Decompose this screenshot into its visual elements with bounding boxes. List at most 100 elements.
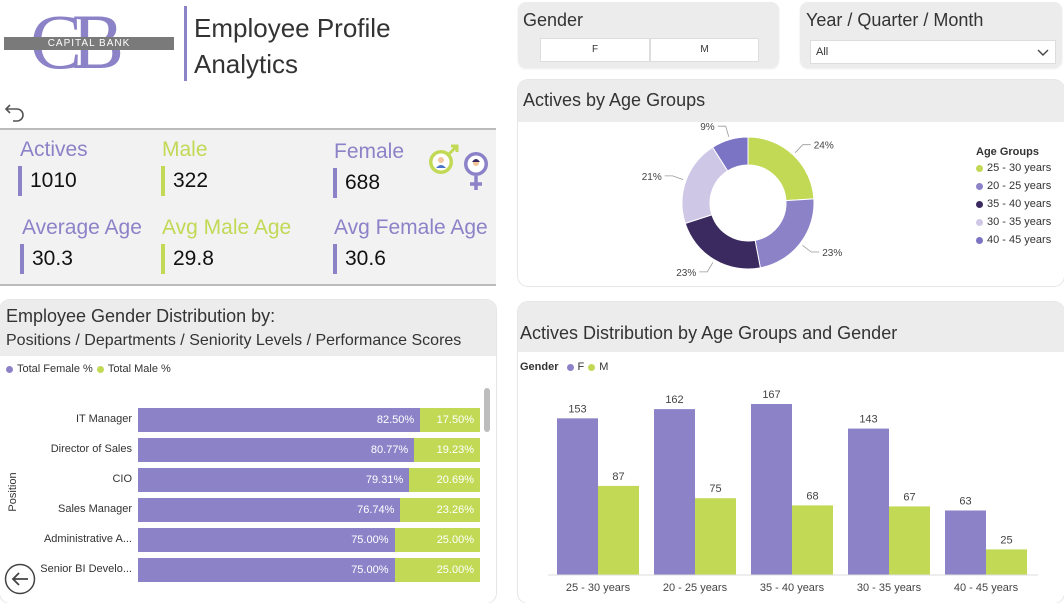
- female-column[interactable]: [654, 409, 695, 575]
- age-legend-label: 35 - 40 years: [987, 198, 1052, 210]
- gender-slicer: Gender F M: [518, 2, 779, 68]
- period-dropdown[interactable]: All: [810, 40, 1056, 64]
- gender-dist-header: [0, 300, 496, 356]
- age-legend-item[interactable]: 20 - 25 years: [976, 180, 1051, 192]
- age-groups-header: [518, 80, 1064, 122]
- legend-m-label: M: [599, 361, 609, 373]
- back-circle-button[interactable]: [4, 563, 36, 595]
- male-bar-segment[interactable]: 23.26%: [400, 498, 480, 522]
- column-data-label: 63: [959, 495, 971, 507]
- age-legend-item[interactable]: 30 - 35 years: [976, 216, 1051, 228]
- donut-data-label: 23%: [822, 248, 842, 259]
- chevron-down-icon: [1037, 45, 1049, 63]
- gender-option-m[interactable]: M: [650, 38, 759, 62]
- donut-leader-line: [802, 244, 820, 253]
- period-slicer-title: Year / Quarter / Month: [806, 10, 984, 30]
- period-dropdown-value: All: [816, 46, 829, 58]
- age-legend-label: 25 - 30 years: [987, 162, 1052, 174]
- age-group-tick-label: 20 - 25 years: [663, 582, 728, 594]
- position-tick-label: CIO: [112, 473, 132, 485]
- legend-dot: [976, 218, 983, 226]
- legend-male-dot: [96, 365, 104, 373]
- page-title-line1: Employee Profile: [194, 13, 391, 43]
- female-bar-segment[interactable]: 82.50%: [138, 408, 421, 432]
- male-label: Male: [162, 138, 208, 161]
- avg-male-age-label: Avg Male Age: [162, 216, 292, 239]
- male-column[interactable]: [598, 485, 639, 575]
- avg-male-age-value: 29.8: [161, 244, 214, 274]
- position-tick-label: Senior BI Develo...: [40, 563, 132, 575]
- female-bar-segment[interactable]: 75.00%: [138, 558, 395, 582]
- female-bar-segment[interactable]: 76.74%: [138, 498, 401, 522]
- avg-female-age-value: 30.6: [333, 244, 386, 274]
- female-value: 688: [333, 168, 380, 198]
- donut-data-label: 9%: [700, 122, 715, 133]
- column-data-label: 67: [903, 491, 915, 503]
- gender-option-f[interactable]: F: [540, 38, 650, 62]
- female-column[interactable]: [557, 418, 598, 575]
- female-bar-segment[interactable]: 79.31%: [138, 468, 410, 492]
- donut-leader-line: [664, 175, 684, 181]
- column-data-label: 68: [806, 490, 818, 502]
- male-column[interactable]: [986, 549, 1027, 575]
- legend-dot: [976, 164, 983, 172]
- donut-slice-0[interactable]: [747, 136, 815, 202]
- kpi-panel: Actives 1010 Male 322 Female 688 Average…: [0, 128, 496, 286]
- age-legend-item[interactable]: 25 - 30 years: [976, 162, 1051, 174]
- male-bar-segment[interactable]: 17.50%: [420, 408, 480, 432]
- female-symbol-icon: [461, 150, 491, 199]
- scrollbar[interactable]: [484, 388, 490, 432]
- gender-dist-legend: Total Female % Total Male %: [6, 363, 171, 375]
- donut-slice-2[interactable]: [684, 214, 761, 270]
- age-group-tick-label: 35 - 40 years: [760, 582, 825, 594]
- age-group-tick-label: 40 - 45 years: [954, 582, 1019, 594]
- average-age-value: 30.3: [20, 244, 73, 274]
- legend-f-label: F: [577, 361, 585, 373]
- age-legend-title: Age Groups: [976, 146, 1039, 158]
- male-column[interactable]: [695, 498, 736, 575]
- legend-female-dot: [6, 365, 13, 373]
- age-groups-card: Actives by Age Groups 24% 23% 23% 21% 9% Age…: [518, 80, 1064, 286]
- column-data-label: 162: [665, 394, 683, 406]
- legend-female-label: Total Female %: [17, 363, 93, 375]
- male-bar-segment[interactable]: 25.00%: [394, 528, 480, 552]
- position-tick-label: IT Manager: [75, 413, 132, 425]
- column-data-label: 153: [568, 403, 586, 415]
- donut-slice-1[interactable]: [754, 198, 815, 269]
- back-arrow-icon[interactable]: [4, 100, 26, 122]
- column-data-label: 87: [612, 471, 624, 483]
- male-bar-segment[interactable]: 20.69%: [409, 468, 480, 492]
- legend-f-dot: [566, 363, 574, 371]
- gender-distribution-card: Employee Gender Distribution by: Positio…: [0, 300, 496, 603]
- female-bar-segment[interactable]: 75.00%: [138, 528, 395, 552]
- age-group-tick-label: 25 - 30 years: [566, 582, 631, 594]
- female-bar-segment[interactable]: 80.77%: [138, 438, 415, 462]
- logo: CB CAPITAL BANK: [4, 2, 174, 82]
- logo-bank-name: CAPITAL BANK: [47, 38, 131, 49]
- age-legend-item[interactable]: 35 - 40 years: [976, 198, 1051, 210]
- female-column[interactable]: [848, 428, 889, 575]
- age-legend-label: 40 - 45 years: [987, 234, 1052, 246]
- male-column[interactable]: [792, 505, 833, 575]
- donut-leader-line: [699, 262, 714, 273]
- age-legend-item[interactable]: 40 - 45 years: [976, 234, 1051, 246]
- female-label: Female: [334, 140, 405, 163]
- male-bar-segment[interactable]: 19.23%: [414, 438, 480, 462]
- age-gender-card: Actives Distribution by Age Groups and G…: [518, 302, 1064, 603]
- legend-dot: [976, 182, 983, 190]
- gender-stacked-bars: IT Manager 82.50% 17.50% Director of Sales 8…: [0, 300, 496, 603]
- age-donut-chart: 24% 23% 23% 21% 9%: [642, 122, 843, 279]
- column-data-label: 25: [1000, 534, 1012, 546]
- female-column[interactable]: [751, 404, 792, 575]
- legend-dot: [976, 200, 983, 208]
- age-group-tick-label: 30 - 35 years: [857, 582, 922, 594]
- female-column[interactable]: [945, 510, 986, 575]
- male-bar-segment[interactable]: 25.00%: [394, 558, 480, 582]
- donut-leader-line: [794, 144, 811, 153]
- donut-leader-line: [717, 125, 730, 137]
- age-groups-legend: Age Groups 25 - 30 years 20 - 25 years 35 …: [976, 146, 1051, 252]
- page-title: Employee Profile Analytics: [194, 10, 391, 82]
- position-tick-label: Administrative A...: [43, 533, 132, 545]
- donut-slice-4[interactable]: [711, 136, 749, 172]
- male-column[interactable]: [889, 506, 930, 575]
